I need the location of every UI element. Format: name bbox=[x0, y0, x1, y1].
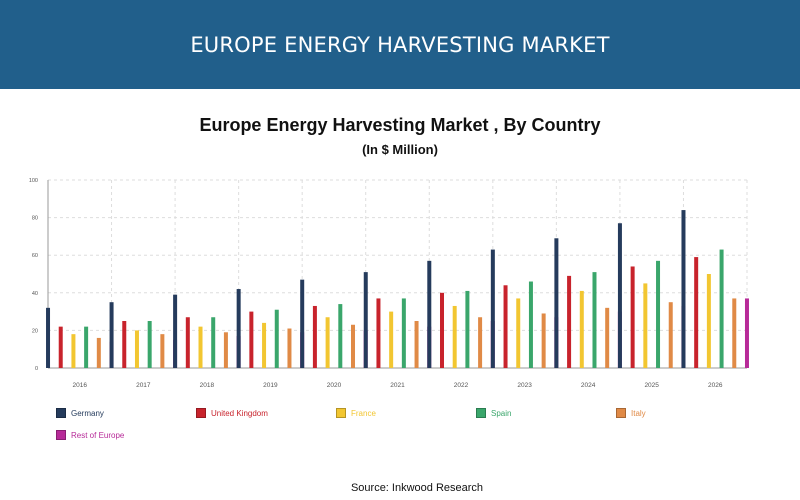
y-tick-label: 20 bbox=[32, 328, 38, 334]
bar-italy-2019 bbox=[287, 328, 292, 368]
legend-item-italy[interactable]: Italy bbox=[616, 408, 646, 418]
bar-spain-2020 bbox=[338, 304, 343, 368]
legend-label: United Kingdom bbox=[211, 408, 268, 418]
bar-spain-2023 bbox=[528, 281, 533, 368]
bar-spain-2025 bbox=[656, 260, 661, 368]
bar-united-kingdom-2022 bbox=[439, 292, 444, 368]
legend-label: Rest of Europe bbox=[71, 430, 125, 440]
bar-germany-2026 bbox=[681, 210, 686, 368]
bar-germany-2018 bbox=[173, 294, 178, 368]
legend-item-united-kingdom[interactable]: United Kingdom bbox=[196, 408, 268, 418]
bar-france-2026 bbox=[706, 274, 711, 368]
x-tick-label: 2018 bbox=[200, 382, 215, 389]
legend-swatch bbox=[56, 408, 66, 418]
source-note: Source: Inkwood Research bbox=[350, 482, 484, 494]
bar-italy-2023 bbox=[541, 313, 546, 368]
legend-label: France bbox=[351, 408, 376, 418]
bar-italy-2018 bbox=[223, 332, 228, 368]
bar-germany-2019 bbox=[236, 289, 241, 368]
legend-swatch bbox=[476, 408, 486, 418]
bar-united-kingdom-2025 bbox=[630, 266, 635, 368]
legend-label: Spain bbox=[491, 408, 512, 418]
bar-united-kingdom-2018 bbox=[185, 317, 190, 368]
bar-spain-2021 bbox=[401, 298, 406, 368]
legend-item-germany[interactable]: Germany bbox=[56, 408, 104, 418]
bar-france-2017 bbox=[134, 330, 139, 368]
bar-united-kingdom-2016 bbox=[58, 326, 63, 368]
bar-germany-2023 bbox=[490, 249, 495, 368]
y-tick-label: 100 bbox=[29, 178, 38, 184]
chart-title: Europe Energy Harvesting Market , By Cou… bbox=[199, 115, 601, 135]
bar-germany-2020 bbox=[300, 279, 305, 368]
x-tick-label: 2017 bbox=[136, 382, 151, 389]
bar-italy-2022 bbox=[478, 317, 483, 368]
bar-spain-2019 bbox=[274, 309, 279, 368]
bar-united-kingdom-2020 bbox=[312, 305, 317, 368]
bar-italy-2017 bbox=[160, 334, 165, 368]
bar-united-kingdom-2024 bbox=[567, 275, 572, 368]
bar-italy-2021 bbox=[414, 321, 419, 368]
legend-item-spain[interactable]: Spain bbox=[476, 408, 511, 418]
bar-germany-2021 bbox=[363, 272, 368, 368]
bar-spain-2016 bbox=[84, 326, 89, 368]
legend-label: Italy bbox=[631, 408, 646, 418]
bar-spain-2017 bbox=[147, 321, 152, 368]
bar-france-2021 bbox=[389, 311, 394, 368]
bar-united-kingdom-2026 bbox=[694, 257, 699, 368]
x-tick-label: 2026 bbox=[708, 382, 723, 389]
bar-spain-2018 bbox=[211, 317, 216, 368]
bar-united-kingdom-2021 bbox=[376, 298, 381, 368]
bar-france-2024 bbox=[579, 290, 584, 368]
bar-united-kingdom-2023 bbox=[503, 285, 508, 368]
bar-italy-2025 bbox=[668, 302, 673, 368]
x-tick-label: 2019 bbox=[263, 382, 278, 389]
bar-germany-2022 bbox=[427, 260, 432, 368]
y-tick-label: 80 bbox=[32, 216, 38, 222]
chart-subtitle: (In $ Million) bbox=[362, 142, 438, 157]
bar-spain-2026 bbox=[719, 249, 724, 368]
bar-france-2025 bbox=[643, 283, 648, 368]
legend-item-france[interactable]: France bbox=[336, 408, 376, 418]
legend-swatch bbox=[336, 408, 346, 418]
bar-france-2019 bbox=[262, 322, 267, 368]
x-tick-label: 2025 bbox=[644, 382, 659, 389]
bar-italy-2024 bbox=[605, 307, 610, 368]
bar-spain-2022 bbox=[465, 290, 470, 368]
x-tick-label: 2024 bbox=[581, 382, 596, 389]
legend-item-rest-of-europe[interactable]: Rest of Europe bbox=[56, 430, 124, 440]
bar-italy-2016 bbox=[96, 337, 101, 368]
bar-united-kingdom-2017 bbox=[122, 321, 127, 368]
bar-france-2022 bbox=[452, 305, 457, 368]
x-tick-label: 2023 bbox=[517, 382, 532, 389]
bar-france-2020 bbox=[325, 317, 330, 368]
bar-rest-of-europe-2026 bbox=[744, 298, 749, 368]
y-tick-label: 0 bbox=[35, 366, 38, 372]
page-banner: EUROPE ENERGY HARVESTING MARKET bbox=[0, 0, 800, 89]
legend-swatch bbox=[56, 430, 66, 440]
bar-germany-2017 bbox=[109, 302, 114, 368]
x-tick-label: 2020 bbox=[327, 382, 342, 389]
bar-united-kingdom-2019 bbox=[249, 311, 254, 368]
x-tick-label: 2016 bbox=[73, 382, 88, 389]
bar-germany-2025 bbox=[617, 223, 622, 368]
bar-france-2016 bbox=[71, 334, 76, 368]
bar-spain-2024 bbox=[592, 272, 597, 368]
bar-italy-2026 bbox=[732, 298, 737, 368]
bar-france-2023 bbox=[516, 298, 521, 368]
legend-swatch bbox=[196, 408, 206, 418]
bar-france-2018 bbox=[198, 326, 203, 368]
banner-title: EUROPE ENERGY HARVESTING MARKET bbox=[190, 32, 610, 57]
chart-legend: Germany United Kingdom France Spain Italy Res… bbox=[56, 408, 756, 448]
bar-germany-2024 bbox=[554, 238, 559, 368]
y-tick-label: 60 bbox=[32, 253, 38, 259]
bar-germany-2016 bbox=[46, 307, 51, 368]
x-tick-label: 2022 bbox=[454, 382, 469, 389]
bar-italy-2020 bbox=[351, 324, 356, 368]
legend-label: Germany bbox=[71, 408, 104, 418]
x-tick-label: 2021 bbox=[390, 382, 405, 389]
y-tick-label: 40 bbox=[32, 291, 38, 297]
legend-swatch bbox=[616, 408, 626, 418]
